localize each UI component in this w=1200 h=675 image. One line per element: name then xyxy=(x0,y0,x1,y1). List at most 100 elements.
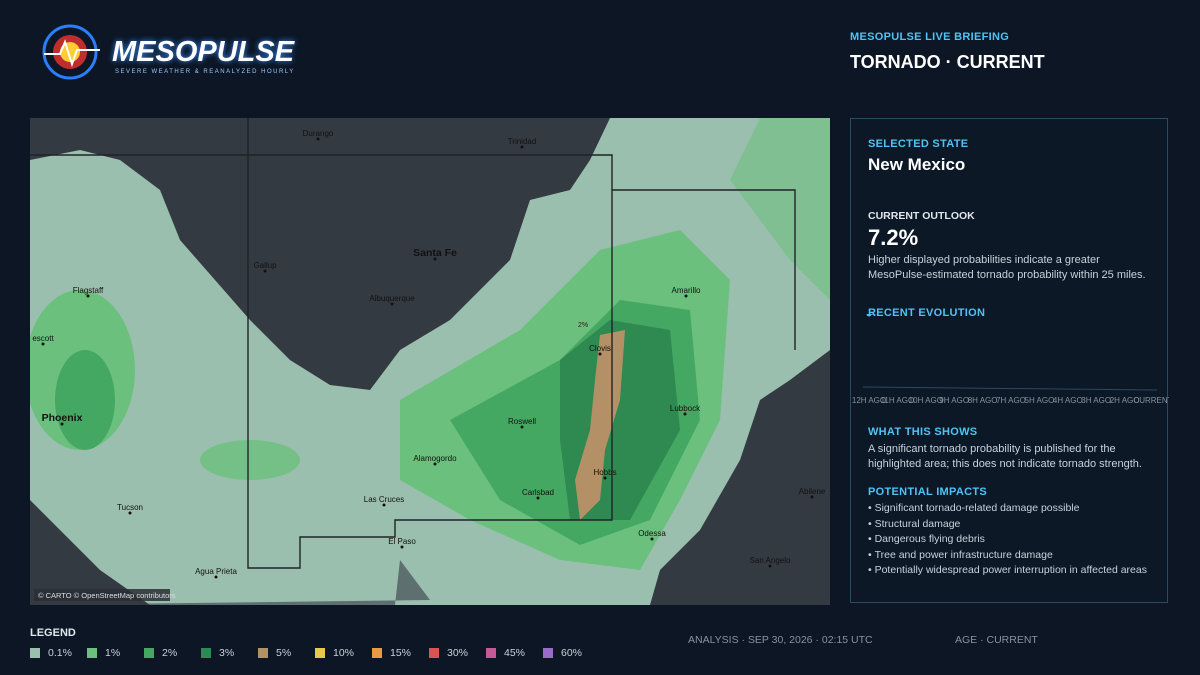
city-label: Carlsbad xyxy=(522,488,554,497)
city-label: Gallup xyxy=(253,261,277,270)
legend-item: 0.1% xyxy=(30,647,72,659)
impact: Significant tornado-related damage possi… xyxy=(868,501,1147,517)
city-dot xyxy=(400,545,404,549)
city-label: El Paso xyxy=(388,537,416,546)
legend-swatch xyxy=(258,648,268,658)
legend-swatch xyxy=(201,648,211,658)
legend-item: 1% xyxy=(87,647,120,659)
legend-swatch xyxy=(372,648,382,658)
city-dot xyxy=(60,422,64,426)
title: TORNADO · CURRENT xyxy=(850,52,1045,72)
evolution-point xyxy=(866,314,872,317)
city-label: Hobbs xyxy=(593,468,616,477)
legend-label: 0.1% xyxy=(48,647,72,659)
city-label: Phoenix xyxy=(42,412,83,424)
city-label: Agua Prieta xyxy=(195,567,237,576)
city-label: Durango xyxy=(303,129,334,138)
legend-item: 10% xyxy=(315,647,354,659)
legend-swatch xyxy=(144,648,154,658)
city-label: Las Cruces xyxy=(364,495,404,504)
legend-label: 10% xyxy=(333,647,355,659)
x-label: 9H AGO xyxy=(939,396,969,405)
impacts-list: Significant tornado-related damage possi… xyxy=(868,501,1147,579)
heading: CURRENT OUTLOOK xyxy=(868,210,975,222)
city-dot xyxy=(433,257,437,261)
city-label: Santa Fe xyxy=(413,247,457,259)
legend-label: 45% xyxy=(504,647,526,659)
panel: SELECTED STATE New Mexico CURRENT OUTLOO… xyxy=(850,118,1169,603)
logo-text: MESOPULSE xyxy=(112,36,295,68)
x-label: 4H AGO xyxy=(1053,396,1083,405)
x-label: 7H AGO xyxy=(996,396,1026,405)
city-dot xyxy=(810,495,814,499)
legend-label: 30% xyxy=(447,647,469,659)
city-dot xyxy=(536,496,540,500)
outlook-value: 7.2% xyxy=(868,225,919,250)
city-dot xyxy=(214,575,218,579)
heading: SELECTED STATE xyxy=(868,138,969,150)
city-dot xyxy=(650,537,654,541)
legend-label: 3% xyxy=(219,647,235,659)
outlook-note: Higher displayed probabilities indicate … xyxy=(868,254,1146,281)
contour-label: 2% xyxy=(578,322,588,329)
legend-swatch xyxy=(543,648,553,658)
analysis-time: ANALYSIS · SEP 30, 2026 · 02:15 UTC xyxy=(688,634,873,646)
city-dot xyxy=(603,476,607,480)
legend-item: 5% xyxy=(258,647,291,659)
x-label: 5H AGO xyxy=(1025,396,1055,405)
legend-item: 15% xyxy=(372,647,411,659)
impact: Potentially widespread power interruptio… xyxy=(868,563,1147,579)
city-dot xyxy=(390,302,394,306)
state: New Mexico xyxy=(868,155,966,174)
heading: WHAT THIS SHOWS xyxy=(868,426,978,438)
city-label: Trinidad xyxy=(508,137,537,146)
city-dot xyxy=(683,412,687,416)
city-label: escott xyxy=(32,334,54,343)
legend-item: 60% xyxy=(543,647,582,659)
legend-swatch xyxy=(30,648,40,658)
city-dot xyxy=(316,137,320,141)
legend-label: 15% xyxy=(390,647,412,659)
legend-item: 45% xyxy=(486,647,525,659)
city-dot xyxy=(768,564,772,568)
map: Durango Trinidad Gallup Santa Fe Flagstaff Al… xyxy=(30,118,830,605)
city-label: Tucson xyxy=(117,503,143,512)
legend-swatch xyxy=(315,648,325,658)
legend-label: 5% xyxy=(276,647,292,659)
city-dot xyxy=(684,294,688,298)
legend-label: 1% xyxy=(105,647,121,659)
legend-heading: LEGEND xyxy=(30,627,76,639)
shows-text: A significant tornado probability is pub… xyxy=(868,443,1142,470)
logo: MESOPULSE SEVERE WEATHER & REANALYZED HO… xyxy=(30,22,294,82)
legend-item: 30% xyxy=(429,647,468,659)
impact: Structural damage xyxy=(868,517,1147,533)
tagline: SEVERE WEATHER & REANALYZED HOURLY xyxy=(115,69,295,75)
x-label: 10H AGO xyxy=(909,396,943,405)
city-label: Flagstaff xyxy=(73,286,104,295)
city-label: Roswell xyxy=(508,417,536,426)
attribution: © CARTO © OpenStreetMap contributors xyxy=(38,591,176,600)
legend-label: 60% xyxy=(561,647,583,659)
city-label: Abilene xyxy=(799,487,826,496)
x-label: 3H AGO xyxy=(1081,396,1111,405)
x-label: 12H AGO xyxy=(852,396,886,405)
legend-item: 2% xyxy=(144,647,177,659)
impact: Dangerous flying debris xyxy=(868,532,1147,548)
city-label: Alamogordo xyxy=(413,454,457,463)
city-label: Clovis xyxy=(589,344,611,353)
x-label: CURRENT xyxy=(1133,396,1169,405)
city-dot xyxy=(41,342,45,346)
x-label: 11H AGO xyxy=(881,396,915,405)
x-label: 8H AGO xyxy=(968,396,998,405)
logo-icon xyxy=(42,24,100,80)
city-label: Odessa xyxy=(638,529,666,538)
city-label: Amarillo xyxy=(672,286,701,295)
legend-swatch xyxy=(87,648,97,658)
legend-swatch xyxy=(486,648,496,658)
heading: RECENT EVOLUTION xyxy=(868,307,986,319)
legend-item: 3% xyxy=(201,647,234,659)
city-dot xyxy=(86,294,90,298)
city-dot xyxy=(598,352,602,356)
